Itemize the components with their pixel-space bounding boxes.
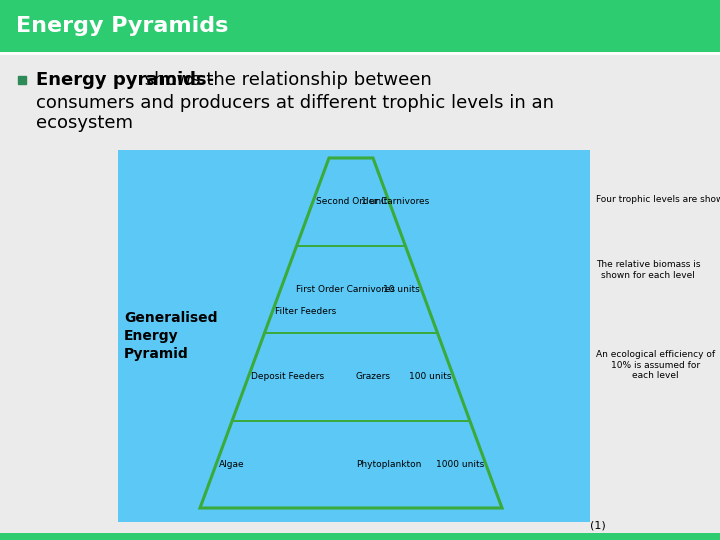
Text: Four trophic levels are shown: Four trophic levels are shown bbox=[596, 195, 720, 205]
Text: 1000 units: 1000 units bbox=[436, 460, 484, 469]
FancyBboxPatch shape bbox=[0, 533, 720, 540]
Text: Algae: Algae bbox=[219, 460, 245, 469]
Text: 1 unit: 1 unit bbox=[361, 197, 387, 206]
Text: Energy Pyramids: Energy Pyramids bbox=[16, 16, 228, 36]
Text: An ecological efficiency of
10% is assumed for
each level: An ecological efficiency of 10% is assum… bbox=[596, 350, 715, 380]
Text: The relative biomass is
shown for each level: The relative biomass is shown for each l… bbox=[596, 260, 701, 280]
FancyBboxPatch shape bbox=[0, 0, 720, 52]
Text: Deposit Feeders: Deposit Feeders bbox=[251, 372, 325, 381]
Text: consumers and producers at different trophic levels in an: consumers and producers at different tro… bbox=[36, 94, 554, 112]
Text: First Order Carnivores: First Order Carnivores bbox=[297, 285, 395, 294]
Polygon shape bbox=[200, 158, 502, 508]
Text: ecosystem: ecosystem bbox=[36, 114, 133, 132]
Text: Phytoplankton: Phytoplankton bbox=[356, 460, 421, 469]
Text: Energy pyramids-: Energy pyramids- bbox=[36, 71, 214, 89]
Text: Generalised
Energy
Pyramid: Generalised Energy Pyramid bbox=[124, 310, 217, 361]
Text: 10 units: 10 units bbox=[382, 285, 419, 294]
Text: shows the relationship between: shows the relationship between bbox=[139, 71, 432, 89]
Text: Filter Feeders: Filter Feeders bbox=[275, 307, 336, 316]
Text: Grazers: Grazers bbox=[356, 372, 391, 381]
Text: (1): (1) bbox=[590, 520, 606, 530]
FancyBboxPatch shape bbox=[118, 150, 590, 522]
Text: Second Order Carnivores: Second Order Carnivores bbox=[316, 197, 429, 206]
Text: 100 units: 100 units bbox=[409, 372, 451, 381]
